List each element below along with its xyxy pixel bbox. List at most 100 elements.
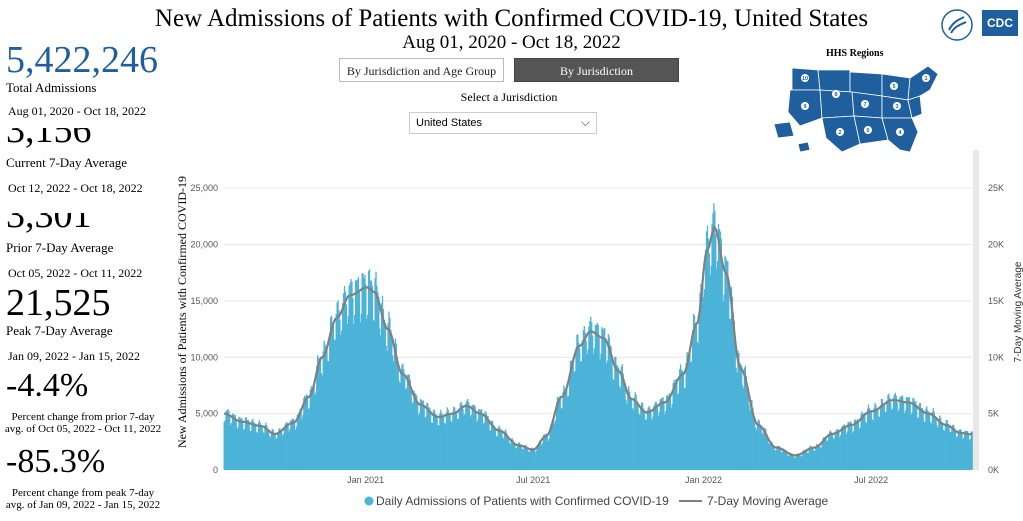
daily-bar <box>926 406 928 470</box>
daily-bar <box>929 421 932 470</box>
daily-bar <box>631 408 634 470</box>
daily-bar <box>516 448 518 470</box>
daily-bar <box>545 433 548 470</box>
daily-bar <box>747 387 749 470</box>
jurisdiction-select[interactable]: United States ⌵ <box>409 112 597 134</box>
daily-bar <box>338 310 340 470</box>
daily-bar <box>908 396 910 470</box>
daily-bar <box>928 412 931 470</box>
daily-bar <box>429 410 432 470</box>
daily-bar <box>564 388 566 470</box>
daily-bar <box>753 418 756 470</box>
daily-bar <box>643 413 646 470</box>
daily-bar <box>267 430 270 470</box>
daily-bar <box>387 323 389 470</box>
daily-bar <box>728 318 731 470</box>
daily-bar <box>552 418 554 470</box>
daily-bar <box>460 401 462 470</box>
stat-pct-peak-note: Percent change from peak 7-day avg. of J… <box>5 487 161 511</box>
daily-bar <box>675 379 677 470</box>
daily-bar <box>873 408 875 470</box>
daily-bar <box>594 324 597 470</box>
daily-bar <box>940 417 942 470</box>
daily-bar <box>696 341 698 470</box>
daily-bar <box>878 417 881 470</box>
daily-bar <box>896 402 898 470</box>
daily-bar <box>448 413 450 470</box>
daily-bar <box>303 397 305 470</box>
daily-bar <box>751 399 753 470</box>
y2-tick-label: 0K <box>988 465 999 475</box>
daily-bar <box>741 385 744 470</box>
toggle-jurisdiction-button[interactable]: By Jurisdiction <box>514 58 679 82</box>
daily-bar <box>370 280 373 470</box>
map-region-label: 6 <box>866 128 869 134</box>
daily-bar <box>834 431 836 470</box>
daily-bar <box>566 396 569 470</box>
daily-bar <box>938 418 940 470</box>
scrollbar[interactable] <box>973 150 979 470</box>
daily-bar <box>922 409 924 470</box>
daily-bar <box>674 382 676 470</box>
daily-bar <box>547 440 549 470</box>
daily-bar <box>681 370 684 470</box>
toggle-age-group-button[interactable]: By Jurisdiction and Age Group <box>339 58 504 82</box>
daily-bar <box>322 351 324 470</box>
daily-bar <box>496 436 498 470</box>
daily-bar <box>713 203 715 471</box>
daily-bar <box>858 428 860 470</box>
daily-bar <box>903 413 906 470</box>
hhs-regions-map[interactable]: 10 8 7 5 1 9 6 3 4 2 <box>770 60 945 160</box>
daily-bar <box>723 294 725 470</box>
daily-bar <box>685 363 687 470</box>
daily-bar <box>654 404 656 470</box>
daily-bar <box>778 446 781 470</box>
daily-bar <box>482 424 485 470</box>
daily-bar <box>260 425 262 470</box>
daily-bar <box>669 395 672 470</box>
daily-bar <box>506 435 509 470</box>
daily-bar <box>651 419 653 470</box>
legend-bars-label: Daily Admissions of Patients with Confir… <box>376 494 669 508</box>
daily-bar <box>712 212 714 470</box>
daily-bar <box>253 422 255 470</box>
daily-bar <box>551 423 553 470</box>
daily-bar <box>756 422 759 470</box>
daily-bar <box>752 407 754 470</box>
chevron-down-icon: ⌵ <box>580 115 590 129</box>
daily-bar <box>604 338 607 470</box>
daily-bar <box>328 360 330 470</box>
daily-bar <box>763 428 765 470</box>
daily-bar <box>529 448 532 470</box>
daily-bar <box>294 430 297 470</box>
daily-bar <box>408 374 411 470</box>
daily-bar <box>228 410 230 470</box>
stat-peak-value: 21,525 <box>6 282 111 324</box>
daily-bar <box>828 431 831 470</box>
daily-bar <box>287 426 289 470</box>
daily-bar <box>412 402 414 470</box>
daily-bar <box>853 420 856 470</box>
daily-bar <box>397 366 399 470</box>
daily-bar <box>285 422 287 470</box>
daily-bar <box>911 412 913 470</box>
daily-bar <box>932 408 934 470</box>
daily-bar <box>240 418 242 470</box>
daily-bar <box>968 440 971 470</box>
page-title: New Admissions of Patients with Confirme… <box>154 5 869 32</box>
daily-bar <box>421 400 423 470</box>
daily-bar <box>944 423 947 470</box>
daily-bar <box>481 413 484 470</box>
daily-bar <box>265 422 267 470</box>
daily-bar <box>474 406 476 470</box>
daily-bar <box>733 320 735 470</box>
daily-bar <box>772 444 774 470</box>
daily-bar <box>258 420 261 470</box>
daily-bar <box>878 416 880 470</box>
daily-bar <box>280 432 283 470</box>
daily-bar <box>900 396 902 470</box>
daily-bar <box>512 439 514 470</box>
daily-bar <box>388 311 390 470</box>
daily-bar <box>543 434 546 470</box>
daily-bar <box>434 413 436 470</box>
